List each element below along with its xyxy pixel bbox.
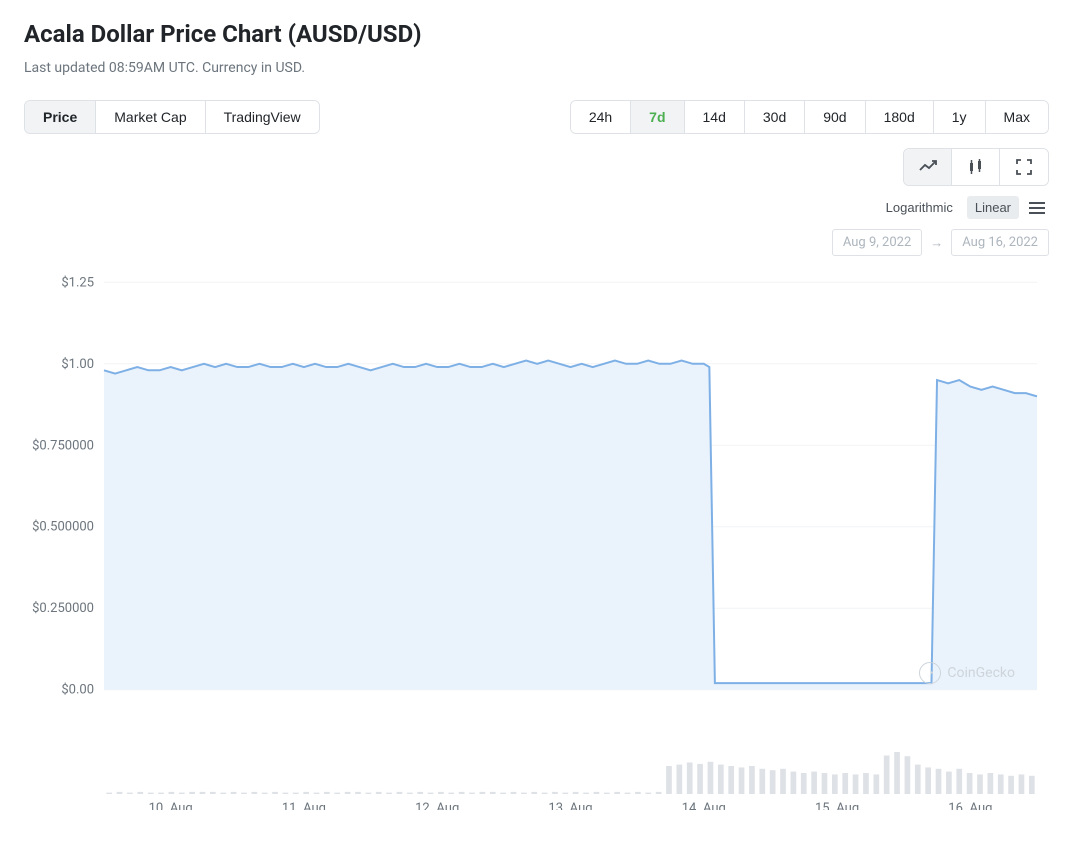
date-range-row: Aug 9, 2022 → Aug 16, 2022 <box>832 229 1049 256</box>
metric-tab-tradingview[interactable]: TradingView <box>206 101 319 133</box>
svg-text:$0.250000: $0.250000 <box>32 601 94 616</box>
svg-text:10. Aug: 10. Aug <box>149 801 193 810</box>
last-updated-text: Last updated 08:59AM UTC. Currency in US… <box>24 60 1049 76</box>
metric-tabs: PriceMarket CapTradingView <box>24 100 320 134</box>
range-tab-1y[interactable]: 1y <box>934 101 986 133</box>
range-tab-90d[interactable]: 90d <box>805 101 865 133</box>
chart-container: $0.00 $0.250000 $0.500000 $0.750000 $1.00 $1.… <box>24 260 1049 814</box>
svg-text:$1.00: $1.00 <box>61 357 94 372</box>
svg-text:$1.25: $1.25 <box>61 275 94 290</box>
svg-text:16. Aug: 16. Aug <box>948 801 992 810</box>
watermark: ◔ CoinGecko <box>919 662 1015 684</box>
range-tab-7d[interactable]: 7d <box>631 101 684 133</box>
candlestick-icon[interactable] <box>952 149 1000 185</box>
expand-icon[interactable] <box>1000 149 1048 185</box>
range-tab-max[interactable]: Max <box>986 101 1048 133</box>
metric-tab-market-cap[interactable]: Market Cap <box>96 101 205 133</box>
arrow-right-icon: → <box>930 235 943 251</box>
svg-text:$0.00: $0.00 <box>61 683 94 698</box>
range-tab-14d[interactable]: 14d <box>685 101 745 133</box>
svg-text:$0.500000: $0.500000 <box>32 520 94 535</box>
range-tab-24h[interactable]: 24h <box>571 101 631 133</box>
scale-logarithmic[interactable]: Logarithmic <box>878 196 961 219</box>
coingecko-icon: ◔ <box>919 662 941 684</box>
controls-row: PriceMarket CapTradingView 24h7d14d30d90… <box>24 100 1049 134</box>
date-from-input[interactable]: Aug 9, 2022 <box>832 229 922 256</box>
scale-row: Logarithmic Linear <box>878 196 1049 219</box>
svg-text:12. Aug: 12. Aug <box>415 801 459 810</box>
range-tabs: 24h7d14d30d90d180d1yMax <box>570 100 1049 134</box>
svg-text:13. Aug: 13. Aug <box>548 801 592 810</box>
metric-tab-price[interactable]: Price <box>25 101 96 133</box>
menu-icon[interactable] <box>1025 198 1049 218</box>
svg-text:11. Aug: 11. Aug <box>282 801 326 810</box>
svg-text:15. Aug: 15. Aug <box>815 801 859 810</box>
range-tab-30d[interactable]: 30d <box>745 101 805 133</box>
watermark-text: CoinGecko <box>947 665 1015 681</box>
right-controls: Logarithmic Linear Aug 9, 2022 → Aug 16,… <box>24 148 1049 256</box>
scale-linear[interactable]: Linear <box>967 196 1019 219</box>
range-tab-180d[interactable]: 180d <box>866 101 934 133</box>
chart-type-group <box>903 148 1049 186</box>
price-chart[interactable]: $0.00 $0.250000 $0.500000 $0.750000 $1.00 $1.… <box>24 260 1049 810</box>
line-chart-icon[interactable] <box>904 149 952 185</box>
svg-text:14. Aug: 14. Aug <box>682 801 726 810</box>
page-title: Acala Dollar Price Chart (AUSD/USD) <box>24 20 1049 48</box>
date-to-input[interactable]: Aug 16, 2022 <box>951 229 1049 256</box>
svg-text:$0.750000: $0.750000 <box>32 438 94 453</box>
